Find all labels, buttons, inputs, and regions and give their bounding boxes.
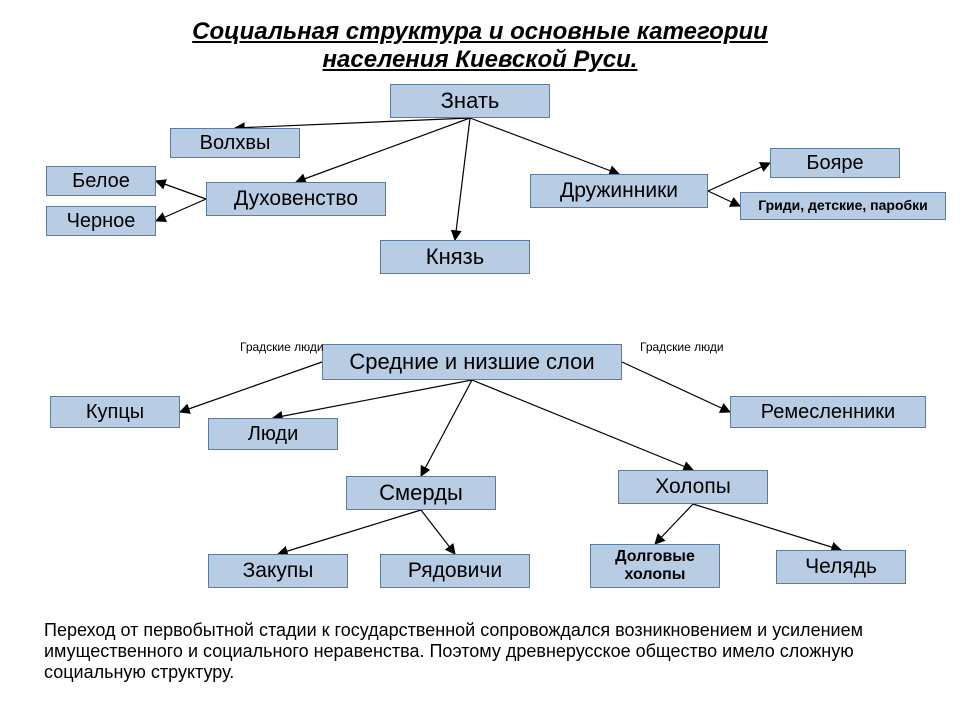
diagram-canvas: { "title_lines": [ "Социальная структура…	[0, 0, 960, 720]
node-label: Люди	[248, 423, 299, 445]
edge-label-right: Градские люди	[640, 340, 724, 354]
node-dolg: Долговые холопы	[590, 544, 720, 588]
node-mid: Средние и низшие слои	[322, 344, 622, 380]
node-label: Ремесленники	[761, 401, 895, 423]
edge-label-left: Градские люди	[240, 340, 324, 354]
node-label: Духовенство	[234, 187, 358, 210]
node-label: Волхвы	[200, 132, 271, 154]
node-label: Долговые холопы	[595, 548, 715, 583]
node-znat: Знать	[390, 84, 550, 118]
node-ludi: Люди	[208, 418, 338, 450]
page-title-line-2: населения Киевской Руси.	[0, 46, 960, 74]
node-knyaz: Князь	[380, 240, 530, 274]
node-volhvy: Волхвы	[170, 128, 300, 158]
node-holopy: Холопы	[618, 470, 768, 504]
node-label: Челядь	[805, 555, 877, 578]
footer-text: Переход от первобытной стадии к государс…	[44, 620, 924, 683]
node-duhov: Духовенство	[206, 182, 386, 216]
node-chernoe: Черное	[46, 206, 156, 236]
node-label: Купцы	[86, 401, 144, 423]
node-kupcy: Купцы	[50, 396, 180, 428]
node-label: Холопы	[655, 475, 731, 498]
node-label: Белое	[72, 170, 130, 192]
node-label: Знать	[441, 89, 500, 113]
node-label: Гриди, детские, паробки	[758, 198, 928, 213]
node-label: Средние и низшие слои	[349, 350, 594, 374]
node-label: Черное	[67, 210, 136, 232]
page-title-line-1: Социальная структура и основные категори…	[0, 18, 960, 46]
node-label: Закупы	[243, 559, 314, 582]
node-label: Смерды	[379, 481, 463, 505]
node-remesl: Ремесленники	[730, 396, 926, 428]
node-label: Рядовичи	[408, 559, 502, 582]
node-boyare: Бояре	[770, 148, 900, 178]
node-zakupy: Закупы	[208, 554, 348, 588]
node-druzh: Дружинники	[530, 174, 708, 208]
node-gridi: Гриди, детские, паробки	[740, 192, 946, 220]
node-chelyad: Челядь	[776, 550, 906, 584]
node-beloe: Белое	[46, 166, 156, 196]
node-smerdy: Смерды	[346, 476, 496, 510]
node-label: Бояре	[806, 152, 863, 174]
node-label: Дружинники	[560, 179, 678, 202]
node-label: Князь	[426, 245, 484, 269]
node-ryad: Рядовичи	[380, 554, 530, 588]
